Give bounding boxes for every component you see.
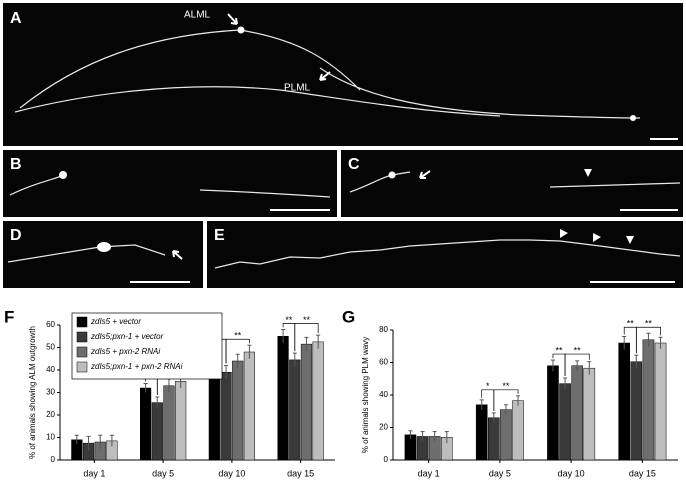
bar — [243, 351, 255, 461]
significance-label: ** — [285, 315, 293, 325]
panel-d-image — [3, 221, 203, 288]
panel-e-image — [207, 221, 683, 288]
y-tick-label: 50 — [46, 343, 55, 352]
significance-bracket — [225, 338, 250, 364]
bar — [312, 341, 324, 461]
bar — [642, 339, 655, 461]
bar — [289, 359, 301, 461]
y-tick-label: 60 — [46, 320, 55, 329]
y-tick-label: 20 — [379, 423, 388, 432]
legend-label: zdIs5 + vector — [90, 317, 141, 326]
bar — [583, 367, 596, 461]
y-tick-label: 0 — [51, 455, 56, 464]
bar — [559, 383, 571, 461]
bar — [654, 342, 667, 461]
panel-label: E — [214, 227, 225, 244]
x-tick-label: day 15 — [629, 468, 656, 478]
x-tick-label: day 1 — [83, 468, 105, 478]
legend-label: zdIs5;pxn-1 + vector — [90, 332, 164, 341]
soma — [59, 171, 67, 179]
legend-swatch — [76, 316, 88, 328]
panel-label: B — [10, 156, 22, 173]
bar — [151, 402, 163, 461]
bar — [220, 372, 232, 461]
y-tick-label: 60 — [379, 358, 388, 367]
annotation: ALML — [184, 10, 211, 21]
legend-box — [71, 312, 223, 380]
significance-label: ** — [556, 345, 564, 355]
bar — [618, 342, 631, 461]
y-tick-label: 40 — [379, 390, 388, 399]
legend-label: zdIs5 + pxn-2 RNAi — [90, 347, 160, 356]
bar — [630, 361, 643, 461]
significance-bracket — [635, 326, 661, 354]
y-axis-label: % of animals showing ALM outgrowth — [28, 326, 37, 459]
annotation: PLML — [284, 83, 311, 94]
soma — [97, 242, 111, 252]
bar — [488, 417, 500, 461]
arrowhead — [626, 236, 634, 244]
y-tick-label: 20 — [46, 410, 55, 419]
panel-c-image — [341, 150, 683, 217]
bar — [232, 360, 244, 461]
significance-label: ** — [645, 319, 653, 329]
arrow — [172, 250, 183, 260]
bar — [140, 387, 152, 461]
soma — [630, 115, 636, 121]
arrow — [227, 13, 238, 25]
significance-bracket — [493, 389, 519, 411]
x-tick-label: day 10 — [558, 468, 585, 478]
bar — [512, 400, 524, 461]
bar — [300, 343, 313, 461]
legend-label: zdIs5;pxn-1 + pxn-2 RNAi — [90, 362, 183, 371]
bar — [277, 336, 289, 461]
panel-label: C — [348, 156, 360, 173]
significance-label: ** — [303, 315, 311, 325]
significance-label: ** — [627, 319, 635, 329]
micrographs: A B C D E ALML PLML — [3, 3, 683, 288]
bar — [547, 365, 559, 461]
panel-label: D — [10, 227, 22, 244]
bar — [500, 409, 512, 461]
arrow — [419, 170, 431, 179]
significance-label: ** — [234, 331, 242, 341]
panel-label: F — [4, 307, 14, 326]
x-tick-label: day 15 — [287, 468, 314, 478]
panel-label: G — [342, 307, 355, 326]
y-axis-label: % of animals showing PLM wavy — [361, 337, 370, 454]
y-tick-label: 40 — [46, 365, 55, 374]
significance-label: ** — [502, 381, 510, 391]
x-tick-label: day 5 — [489, 468, 511, 478]
soma — [237, 26, 245, 34]
bar — [571, 365, 583, 461]
x-tick-label: day 5 — [152, 468, 174, 478]
bar — [175, 381, 187, 461]
x-tick-label: day 1 — [418, 468, 440, 478]
soma — [388, 171, 396, 179]
x-tick-label: day 10 — [218, 468, 245, 478]
bar — [163, 385, 175, 461]
legend-swatch — [76, 361, 88, 373]
significance-bracket — [294, 323, 319, 352]
legend-swatch — [76, 331, 88, 343]
neuron — [14, 29, 641, 119]
neuron — [9, 175, 331, 198]
bar — [475, 404, 488, 461]
y-tick-label: 0 — [384, 455, 389, 464]
y-tick-label: 80 — [379, 325, 388, 334]
arrow — [319, 71, 331, 81]
arrowhead — [560, 229, 568, 238]
arrowhead — [593, 233, 601, 242]
y-tick-label: 30 — [46, 388, 55, 397]
panel-b-image — [3, 150, 337, 217]
arrowhead — [584, 169, 592, 177]
panel-label: A — [10, 10, 22, 27]
significance-label: ** — [574, 345, 582, 355]
legend-swatch — [76, 346, 88, 358]
y-tick-label: 10 — [46, 433, 55, 442]
significance-bracket — [564, 353, 590, 376]
significance-label: * — [486, 381, 490, 391]
neuron — [214, 239, 681, 269]
